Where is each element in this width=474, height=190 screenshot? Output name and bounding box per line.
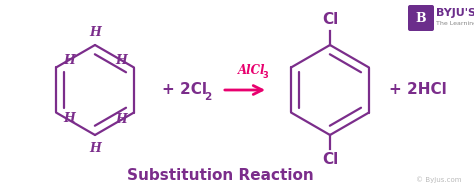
Text: H: H — [63, 55, 75, 67]
Text: Cl: Cl — [322, 153, 338, 168]
Text: H: H — [89, 25, 101, 39]
Text: 3: 3 — [262, 71, 268, 80]
Text: BYJU'S: BYJU'S — [436, 8, 474, 18]
Text: H: H — [89, 142, 101, 154]
Text: B: B — [416, 12, 426, 25]
Text: + 2HCl: + 2HCl — [389, 82, 447, 97]
Text: © Byjus.com: © Byjus.com — [417, 177, 462, 183]
Text: H: H — [115, 55, 127, 67]
Text: H: H — [63, 112, 75, 126]
Text: AlCl: AlCl — [238, 64, 265, 77]
Text: The Learning App: The Learning App — [436, 21, 474, 25]
FancyBboxPatch shape — [408, 5, 434, 31]
Text: Cl: Cl — [322, 13, 338, 28]
Text: Substitution Reaction: Substitution Reaction — [127, 168, 313, 183]
Text: H: H — [115, 112, 127, 126]
Text: 2: 2 — [204, 92, 211, 102]
Text: + 2Cl: + 2Cl — [162, 82, 207, 97]
